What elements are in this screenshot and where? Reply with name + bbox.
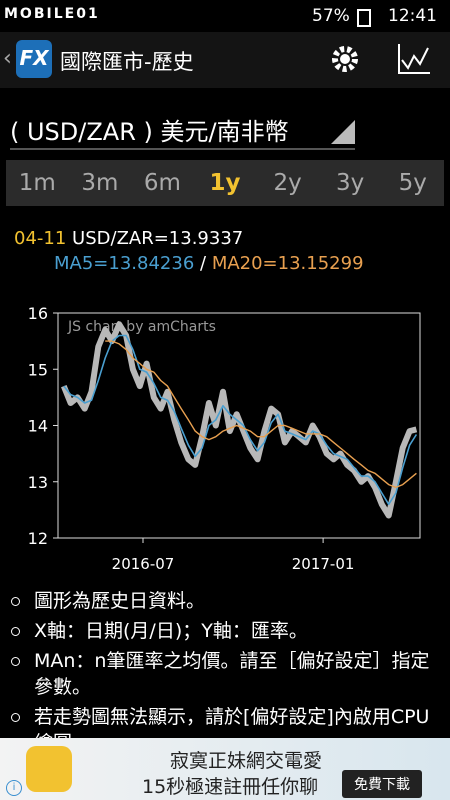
quote-date: 04-11	[14, 228, 67, 249]
dropdown-label: ( USD/ZAR ) 美元/南非幣	[10, 118, 289, 146]
y-tick-label: 12	[28, 529, 48, 548]
y-tick-label: 16	[28, 304, 48, 323]
battery-percent: 57%	[312, 6, 350, 26]
range-tab[interactable]: 1m	[18, 170, 56, 196]
carrier-logo: MOBILE01	[4, 6, 100, 22]
app-title: 國際匯市-歷史	[60, 50, 194, 74]
quote-info: 04-11 USD/ZAR=13.9337 MA5=13.84236 / MA2…	[14, 228, 364, 274]
separator: /	[200, 253, 207, 274]
y-tick-label: 15	[28, 360, 48, 379]
range-tab[interactable]: 3y	[336, 170, 365, 196]
series-line	[63, 334, 418, 506]
ad-info-icon[interactable]: i	[6, 780, 22, 796]
ma5-value: MA5=13.84236	[54, 253, 195, 274]
note: X軸：日期(月/日)；Y軸：匯率。	[8, 618, 438, 644]
settings-button[interactable]	[330, 44, 360, 74]
battery-icon	[357, 9, 371, 27]
range-tab[interactable]: 5y	[398, 170, 427, 196]
range-tab[interactable]: 1y	[209, 170, 241, 196]
range-tab[interactable]: 2y	[273, 170, 302, 196]
dropdown-arrow	[331, 120, 355, 144]
y-tick-label: 14	[28, 417, 48, 436]
watermark: JS chart by amCharts	[67, 319, 216, 335]
range-tab[interactable]: 6m	[143, 170, 181, 196]
x-tick-label: 2016-07	[112, 555, 175, 573]
series-line	[105, 340, 417, 489]
y-tick-label: 13	[28, 473, 48, 492]
ad-button[interactable]: 免費下載	[342, 770, 422, 798]
app-logo: FX	[16, 40, 52, 78]
chart-button[interactable]	[396, 42, 432, 76]
note: MAn：n筆匯率之均價。請至［偏好設定］指定參數。	[8, 648, 438, 700]
note: 圖形為歷史日資料。	[8, 588, 438, 614]
ad-line-1: 寂寞正妹網交電愛	[170, 750, 323, 772]
status-bar: MOBILE01 57% 12:41	[0, 0, 450, 32]
ad-banner[interactable]: i 寂寞正妹網交電愛 15秒極速註冊任你聊 免費下載	[0, 738, 450, 800]
range-tabs: 1m 3m 6m 1y 2y 3y 5y	[6, 160, 444, 206]
x-tick-label: 2017-01	[292, 555, 355, 573]
ad-line-2: 15秒極速註冊任你聊	[142, 776, 319, 798]
ad-icon	[26, 746, 72, 792]
range-tab[interactable]: 3m	[81, 170, 119, 196]
quote-value: USD/ZAR=13.9337	[72, 228, 244, 249]
notes: 圖形為歷史日資料。 X軸：日期(月/日)；Y軸：匯率。 MAn：n筆匯率之均價。請至…	[8, 588, 438, 760]
series-line	[61, 321, 418, 519]
currency-dropdown[interactable]: ( USD/ZAR ) 美元/南非幣	[10, 108, 355, 150]
app-bar: ‹ FX 國際匯市-歷史	[0, 32, 450, 88]
clock: 12:41	[388, 6, 437, 26]
ma20-value: MA20=13.15299	[211, 253, 364, 274]
back-button[interactable]: ‹	[3, 46, 12, 71]
